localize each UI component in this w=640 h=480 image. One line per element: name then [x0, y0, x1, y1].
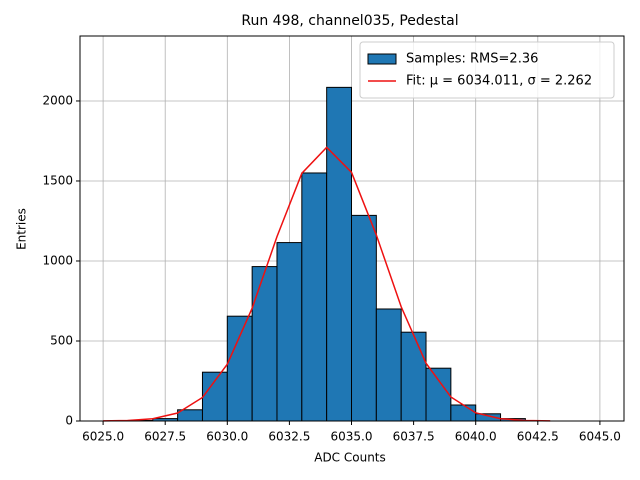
y-tick-label: 2000 [42, 93, 73, 107]
y-tick-label: 500 [50, 333, 73, 347]
bar [450, 404, 477, 422]
fit-line [103, 146, 551, 422]
legend-label: Fit: μ = 6034.011, σ = 2.262 [406, 74, 592, 89]
legend-box [359, 41, 615, 99]
x-tick-label: 6035.0 [331, 430, 373, 444]
bar [326, 86, 353, 422]
x-tick-label: 6037.5 [393, 430, 435, 444]
y-axis-label: Entries [15, 208, 29, 250]
x-tick-label: 6042.5 [517, 430, 559, 444]
legend-swatch [367, 53, 397, 65]
x-axis-label: ADC Counts [314, 451, 386, 465]
axes-frame [79, 35, 625, 422]
bar [226, 315, 253, 422]
x-tick-label: 6032.5 [268, 430, 310, 444]
bar [276, 242, 303, 422]
bar [251, 266, 278, 422]
y-tick-label: 1000 [42, 253, 73, 267]
y-tick-label: 1500 [42, 173, 73, 187]
bar [301, 172, 328, 422]
x-tick-label: 6045.0 [579, 430, 621, 444]
x-tick-label: 6030.0 [206, 430, 248, 444]
x-tick-label: 6040.0 [455, 430, 497, 444]
chart-title: Run 498, channel035, Pedestal [241, 13, 458, 29]
bar [425, 367, 452, 422]
x-tick-label: 6027.5 [144, 430, 186, 444]
bar [375, 308, 402, 422]
legend-label: Samples: RMS=2.36 [406, 52, 538, 67]
y-tick-label: 0 [65, 414, 73, 428]
bar [351, 214, 377, 422]
x-tick-label: 6025.0 [82, 430, 124, 444]
bar [400, 331, 427, 422]
bar [201, 371, 228, 422]
